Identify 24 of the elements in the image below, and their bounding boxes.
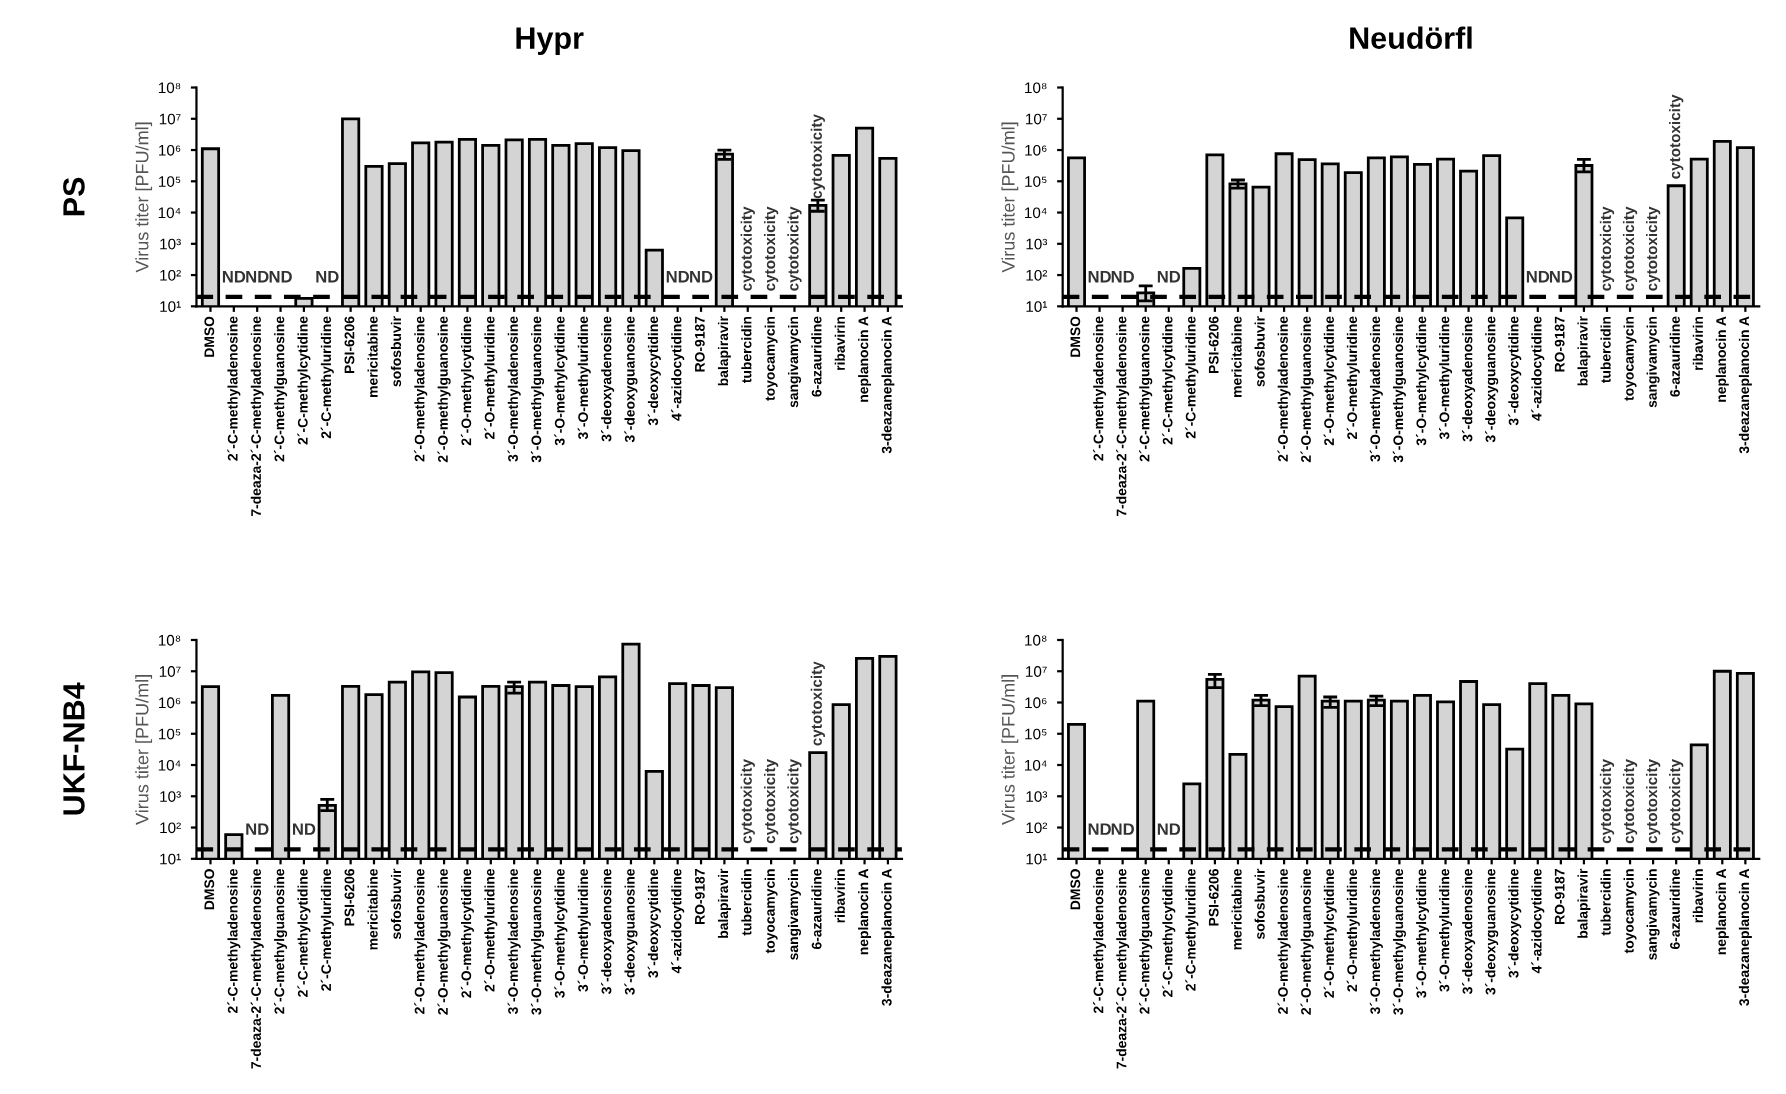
chart-title: Hypr [516,27,584,55]
text: ND [1526,270,1550,283]
y-axis-title: Virus titer [PFU/ml] [135,122,153,273]
y-axis-title: Virus titer [PFU/ml] [1001,675,1019,825]
text: ND [1088,823,1111,835]
text: ND [292,823,316,835]
text: ND [316,270,339,283]
text: ND [1111,270,1134,283]
text: UKF-NB4 [63,682,85,815]
text: ND [666,270,690,283]
chart-title: Neudörfl [1350,26,1472,49]
text: ND [1157,823,1181,835]
text: PS [63,177,85,216]
text: ND [690,270,713,283]
text: ND [1111,823,1134,835]
text: ND [246,270,269,283]
text: ND [269,270,292,283]
text: ND [246,823,269,835]
text: ND [1088,270,1111,283]
text: ND [222,270,246,283]
y-axis-title: Virus titer [PFU/ml] [135,675,153,825]
text: ND [1157,270,1181,283]
text: ND [1549,270,1573,283]
y-axis-title: Virus titer [PFU/ml] [1001,122,1019,273]
